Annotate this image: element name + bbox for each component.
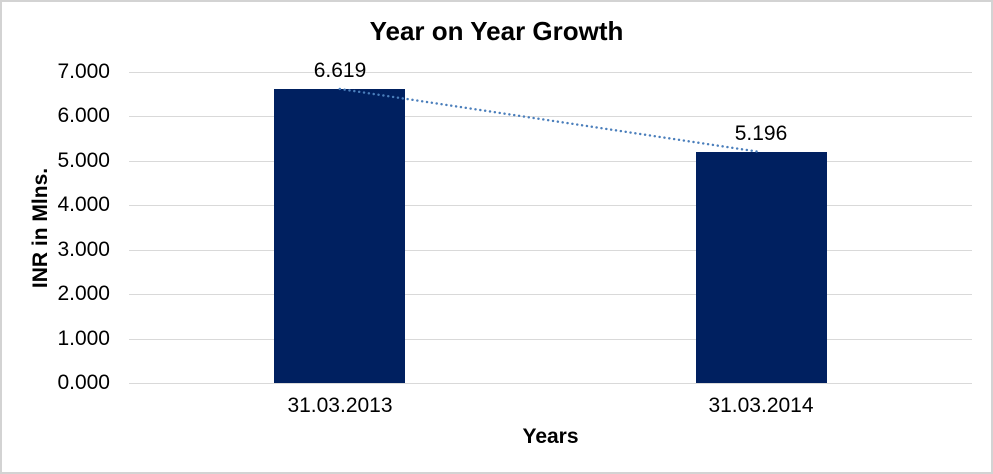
y-tick-label: 0.000: [57, 371, 110, 394]
gridline: [129, 294, 972, 295]
bar-value-label: 5.196: [734, 122, 788, 145]
bar-31.03.2013: [274, 89, 405, 383]
trendline: [338, 87, 763, 154]
x-tick-label: 31.03.2014: [708, 394, 814, 417]
plot-area: 6.619 5.196: [129, 59, 972, 384]
y-tick-label: 4.000: [57, 193, 110, 216]
y-tick-label: 3.000: [57, 238, 110, 261]
y-tick-label: 6.000: [57, 104, 110, 127]
y-tick-label: 1.000: [57, 327, 110, 350]
y-tick-label: 2.000: [57, 282, 110, 305]
gridline: [129, 205, 972, 206]
gridline: [129, 116, 972, 117]
bar-31.03.2014: [696, 152, 827, 383]
y-tick-label: 7.000: [57, 60, 110, 83]
y-tick-label: 5.000: [57, 149, 110, 172]
x-tick-label: 31.03.2013: [287, 394, 393, 417]
gridline: [129, 250, 972, 251]
gridline: [129, 383, 972, 384]
gridline: [129, 72, 972, 73]
gridline: [129, 339, 972, 340]
gridline: [129, 161, 972, 162]
bar-value-label: 6.619: [313, 59, 367, 82]
y-axis-tick-labels: 0.000 1.000 2.000 3.000 4.000 5.000 6.000 7.000: [2, 2, 110, 472]
chart-title: Year on Year Growth: [369, 16, 624, 46]
x-axis-title: Years: [522, 425, 579, 448]
